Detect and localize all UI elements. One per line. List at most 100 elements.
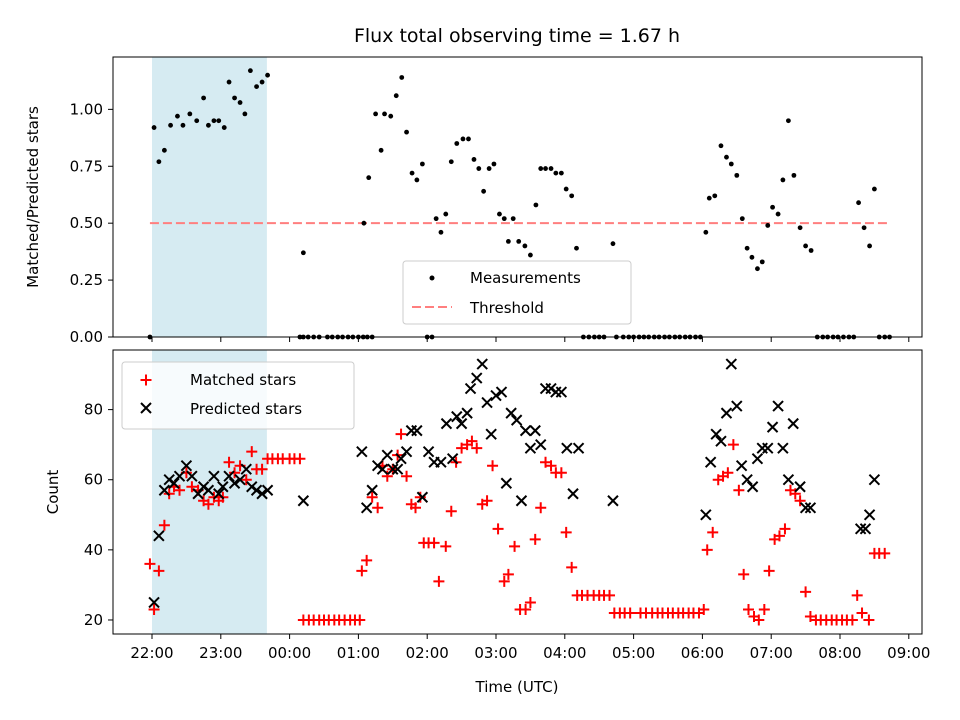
measurement-point — [808, 248, 814, 253]
matched-star-point — [428, 537, 440, 549]
predicted-star-point — [360, 502, 373, 514]
measurement-point — [543, 166, 548, 171]
matched-star-point — [733, 484, 745, 496]
bottom-panel: 20 40 60 80 22:00 23:00 00:00 01:00 02:00 03:00 04… — [44, 349, 930, 696]
predicted-star-point — [524, 442, 537, 454]
measurement-point — [481, 188, 487, 194]
predicted-star-point — [766, 421, 779, 433]
matched-star-point — [604, 589, 616, 601]
measurement-point — [486, 166, 492, 171]
matched-star-point — [246, 446, 258, 458]
measurement-point — [242, 111, 248, 117]
matched-star-point — [487, 460, 499, 472]
matched-star-point — [804, 610, 816, 622]
predicted-star-point — [186, 470, 198, 482]
predicted-star-point — [725, 358, 738, 370]
measurement-point — [201, 95, 207, 101]
measurement-point — [226, 79, 232, 85]
measurement-point — [755, 266, 760, 272]
predicted-star-point — [381, 449, 394, 461]
matched-star-point — [433, 575, 445, 587]
predicted-star-point — [148, 596, 160, 609]
predicted-star-point — [794, 481, 806, 493]
measurement-point — [872, 186, 877, 192]
matched-star-point — [545, 460, 557, 472]
measurement-point — [471, 157, 477, 162]
predicted-star-point — [804, 502, 817, 514]
predicted-star-point — [366, 484, 378, 496]
measurement-point — [232, 95, 237, 101]
matched-star-point — [440, 540, 452, 552]
measurement-point — [194, 118, 200, 124]
predicted-star-point — [471, 372, 483, 384]
measurement-point — [563, 186, 569, 192]
measurement-point — [510, 216, 516, 222]
measurement-point — [522, 243, 528, 249]
predicted-star-point — [391, 463, 404, 475]
predicted-star-point — [202, 484, 215, 496]
predicted-star-point — [715, 435, 727, 447]
measurement-point — [491, 161, 497, 167]
measurement-point — [712, 193, 718, 199]
measurement-point — [861, 225, 867, 231]
bottom-marks — [144, 358, 891, 626]
matched-star-point — [410, 502, 422, 514]
matched-star-point — [529, 533, 541, 545]
matched-star-point — [223, 456, 235, 468]
measurement-point — [775, 211, 781, 217]
predicted-star-point — [411, 424, 423, 437]
measurement-point — [724, 154, 729, 160]
predicted-star-point — [461, 407, 473, 419]
top-legend-box — [402, 260, 632, 325]
measurement-point — [497, 211, 502, 217]
bottom-y-tick-label: 60 — [84, 471, 103, 489]
measurement-point — [574, 245, 579, 251]
measurement-point — [393, 93, 399, 99]
measurement-point — [867, 243, 872, 249]
bottom-x-tick-label: 23:00 — [199, 644, 242, 662]
matched-star-point — [800, 586, 812, 598]
matched-star-point — [366, 491, 378, 503]
predicted-star-point — [168, 477, 180, 489]
predicted-star-point — [250, 484, 263, 496]
measurement-point — [259, 79, 265, 85]
top-y-axis-label: Matched/Predicted stars — [24, 106, 42, 288]
matched-star-point — [158, 519, 170, 531]
measurement-point — [533, 202, 539, 208]
predicted-star-point — [704, 456, 717, 468]
predicted-star-point — [762, 442, 774, 454]
legend-measurements-label: Measurements — [470, 269, 581, 287]
predicted-star-point — [519, 424, 532, 437]
matched-star-point — [492, 523, 504, 535]
predicted-star-point — [387, 463, 399, 475]
bottom-x-tick-label: 07:00 — [750, 644, 793, 662]
measurement-point — [180, 122, 186, 128]
bottom-y-axis-label: Count — [44, 470, 62, 515]
predicted-star-point — [751, 452, 764, 465]
measurement-point — [718, 143, 724, 149]
predicted-star-point — [510, 414, 523, 426]
measurement-point — [175, 113, 180, 119]
predicted-star-point — [422, 445, 435, 458]
bottom-x-tick-label: 05:00 — [612, 644, 655, 662]
matched-star-point — [879, 547, 891, 559]
predicted-star-point — [400, 445, 413, 458]
measurement-point — [443, 211, 449, 217]
matched-star-point — [722, 467, 734, 479]
matched-star-point — [456, 442, 468, 454]
predicted-star-point — [256, 488, 268, 500]
measurement-point — [206, 122, 211, 128]
top-y-tick-label: 0.00 — [70, 328, 103, 346]
predicted-star-point — [782, 474, 795, 486]
matched-star-point — [566, 561, 578, 573]
predicted-star-point — [173, 470, 186, 482]
legend-measurements-marker — [429, 275, 435, 281]
measurement-point — [703, 229, 709, 235]
bottom-y-tick-label: 80 — [84, 401, 103, 419]
matched-star-point — [401, 470, 413, 482]
matched-star-point — [445, 505, 457, 517]
measurement-point — [739, 216, 745, 222]
measurement-point — [706, 195, 712, 201]
predicted-star-point — [208, 470, 220, 482]
